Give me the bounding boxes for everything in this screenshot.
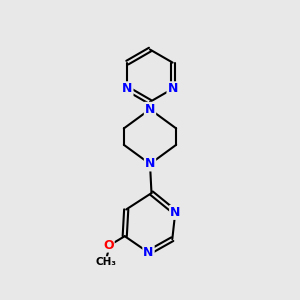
Text: N: N [122, 82, 133, 95]
Text: O: O [103, 238, 114, 252]
Text: N: N [170, 206, 181, 219]
Text: N: N [145, 158, 155, 170]
Text: CH₃: CH₃ [96, 257, 117, 267]
Text: N: N [167, 82, 178, 95]
Text: N: N [143, 246, 154, 259]
Text: N: N [145, 103, 155, 116]
